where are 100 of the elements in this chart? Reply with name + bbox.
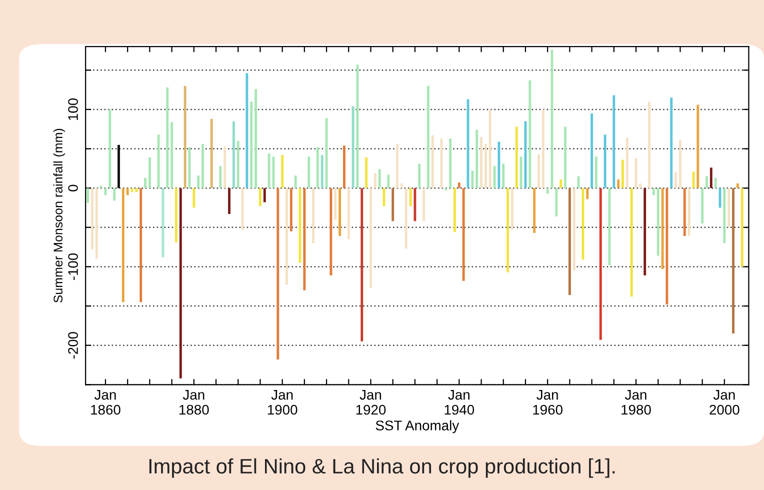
bar (170, 122, 174, 188)
bar (427, 86, 430, 188)
bar (219, 166, 222, 188)
bar (502, 164, 505, 188)
bar (228, 188, 230, 214)
bar (590, 113, 593, 188)
y-tick-label: 0 (68, 184, 78, 192)
bar (210, 118, 213, 188)
bar (184, 86, 186, 188)
bar (404, 188, 408, 249)
bar (263, 188, 266, 202)
bar (197, 176, 200, 188)
bar (728, 188, 730, 228)
bar (286, 188, 288, 285)
bar (594, 156, 598, 188)
bar (343, 146, 346, 188)
bar (736, 183, 739, 188)
bar (471, 170, 474, 188)
bar (316, 147, 319, 188)
x-tick-label: Jan 1900 (268, 390, 298, 415)
bar (144, 178, 146, 188)
bar (308, 156, 310, 188)
bar (91, 188, 94, 250)
bar (175, 188, 178, 242)
x-tick-label: Jan 1880 (180, 390, 209, 415)
bar (484, 144, 487, 188)
bar (528, 80, 532, 188)
bar (246, 73, 248, 188)
bar (400, 183, 403, 188)
bar (515, 126, 518, 188)
bar (572, 188, 576, 271)
bar (268, 153, 270, 188)
x-tick-label: Jan 1940 (444, 390, 474, 415)
y-tick-label: -200 (68, 332, 78, 359)
bar (696, 104, 700, 188)
bar (431, 135, 434, 188)
x-tick-label: Jan 2000 (710, 390, 740, 415)
bar (599, 188, 602, 340)
bar (617, 179, 620, 188)
x-tick-label: Jan 1980 (622, 390, 651, 415)
bar (555, 188, 558, 216)
bar (648, 102, 650, 188)
y-axis-title: Summer Monsoon rainfall (mm) (53, 128, 65, 303)
bar (480, 136, 482, 188)
bar (656, 188, 660, 256)
bar (414, 188, 416, 222)
bar (679, 140, 682, 188)
bar (688, 188, 690, 236)
bar (334, 188, 337, 220)
bar (520, 156, 522, 188)
bar (126, 188, 129, 196)
bar (387, 174, 390, 188)
bar (374, 173, 376, 188)
bar (236, 140, 240, 188)
bar (338, 188, 342, 236)
bar (666, 188, 668, 304)
bar (290, 188, 292, 232)
bar (148, 157, 151, 188)
bar (639, 183, 642, 188)
bar (352, 106, 354, 188)
bar (701, 188, 704, 224)
text: Impact of El Nino & La Nina on crop production [1]. (149, 458, 615, 478)
bar (462, 188, 465, 281)
bar (740, 188, 744, 267)
bar (378, 169, 381, 188)
bar (670, 98, 673, 188)
bar (488, 109, 492, 188)
bar (710, 168, 712, 188)
bar (259, 188, 262, 206)
bar (546, 188, 549, 194)
bar (506, 188, 509, 272)
bar (370, 188, 372, 288)
bar (683, 188, 686, 236)
bar (166, 87, 169, 188)
bar (202, 144, 204, 188)
x-tick-label: Jan 1920 (356, 390, 386, 415)
bar (542, 109, 544, 188)
bar (622, 160, 624, 188)
bar (224, 146, 226, 188)
y-tick-label: -100 (68, 253, 78, 280)
bar (135, 188, 138, 192)
bar (568, 188, 571, 296)
bar (140, 188, 142, 302)
bar (418, 164, 421, 188)
bar (250, 102, 253, 188)
x-tick-label: Jan 1860 (91, 390, 120, 415)
bar (454, 188, 456, 232)
bar (732, 188, 734, 334)
y-tick-label: 100 (68, 98, 78, 120)
bar (510, 188, 514, 230)
bar (347, 188, 350, 240)
bar (276, 188, 280, 360)
bar (449, 138, 452, 188)
bar (626, 138, 628, 188)
bar (360, 188, 364, 342)
bar (294, 176, 297, 188)
bar (604, 134, 606, 188)
bar (723, 188, 726, 244)
bar (582, 188, 584, 260)
bar (586, 188, 589, 200)
